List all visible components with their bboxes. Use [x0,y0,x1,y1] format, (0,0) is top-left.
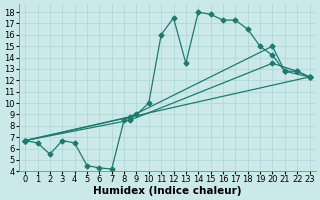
X-axis label: Humidex (Indice chaleur): Humidex (Indice chaleur) [93,186,242,196]
